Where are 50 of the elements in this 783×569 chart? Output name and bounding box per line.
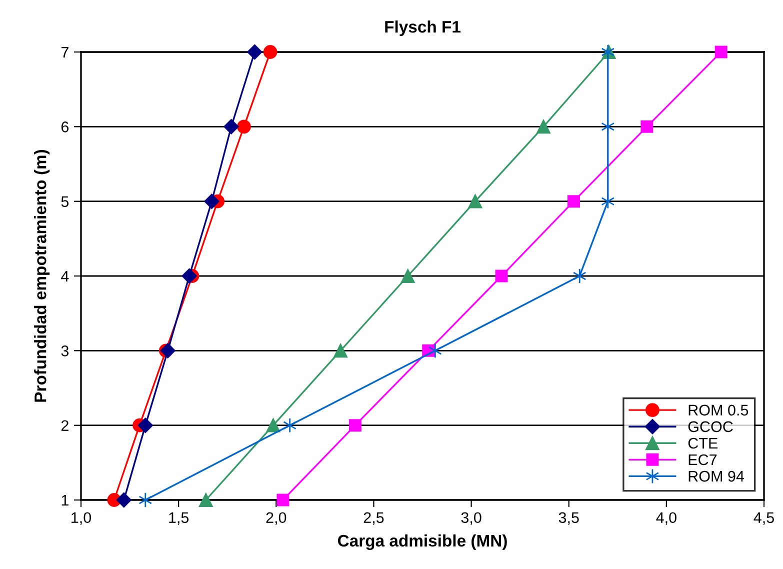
point [495,270,508,282]
point [116,492,132,508]
point [263,45,278,59]
point [182,268,197,284]
point [160,343,176,358]
legend-label: ROM 0.5 [688,404,748,416]
x-tick-label: 4,5 [754,512,774,525]
legend-label: EC7 [688,454,717,466]
point [334,344,348,358]
x-tick-label: 1,0 [72,512,92,525]
x-tick-label: 3,0 [461,512,482,525]
point [428,343,442,358]
point [400,269,415,283]
y-tick-label: 5 [61,196,69,208]
point [536,120,550,134]
point [138,492,152,508]
x-tick-label: 2,5 [364,512,384,525]
legend-label: GCOC [688,421,733,432]
point [237,120,251,134]
chart-title: Flysch F1 [385,20,460,36]
x-axis-title: Carga admisible (MN) [338,534,507,550]
point [601,194,615,209]
point [204,194,220,209]
x-tick-label: 2,0 [266,512,286,525]
point [283,418,297,433]
y-tick-label: 6 [61,122,69,132]
y-tick-label: 4 [61,271,69,282]
y-tick-label: 1 [62,495,68,506]
point [714,46,728,58]
point [572,268,586,284]
point [601,119,615,134]
y-tick-label: 3 [61,346,69,356]
legend-label: CTE [688,438,718,449]
point [567,195,580,208]
point [247,44,262,60]
x-tick-label: 3,5 [558,512,579,525]
x-tick-label: 4,0 [656,512,676,525]
legend-label: ROM 94 [688,470,744,482]
y-tick-label: 2 [61,420,68,431]
point [198,493,213,507]
point [138,418,153,433]
point [266,418,280,432]
x-tick-label: 1,5 [169,512,189,525]
point [468,194,482,208]
point [276,494,290,506]
y-axis-title: Profundidad empotramiento (m) [34,150,50,402]
point [640,120,654,133]
y-tick-label: 7 [61,47,68,58]
point [224,119,239,134]
point [348,419,362,432]
